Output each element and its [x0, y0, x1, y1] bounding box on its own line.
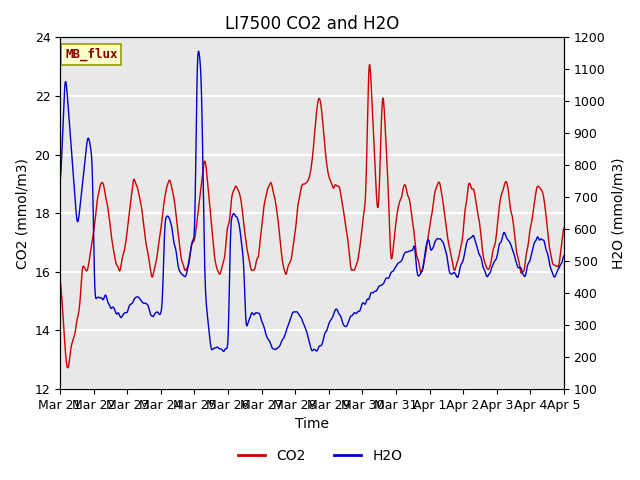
- H2O: [560, 253, 568, 259]
- H2O: [156, 312, 164, 317]
- Y-axis label: CO2 (mmol/m3): CO2 (mmol/m3): [15, 158, 29, 269]
- Text: MB_flux: MB_flux: [65, 48, 118, 61]
- H2O: [168, 227, 176, 233]
- CO2: [169, 188, 177, 194]
- CO2: [501, 180, 509, 186]
- Title: LI7500 CO2 and H2O: LI7500 CO2 and H2O: [225, 15, 399, 33]
- H2O: [456, 264, 464, 270]
- X-axis label: Time: Time: [295, 418, 329, 432]
- H2O: [220, 348, 227, 354]
- H2O: [390, 266, 398, 272]
- Y-axis label: H2O (mmol/m3): H2O (mmol/m3): [611, 157, 625, 269]
- H2O: [195, 48, 202, 54]
- CO2: [156, 230, 164, 236]
- H2O: [225, 290, 233, 296]
- CO2: [64, 365, 72, 371]
- CO2: [456, 247, 464, 253]
- CO2: [56, 279, 64, 285]
- Legend: CO2, H2O: CO2, H2O: [232, 443, 408, 468]
- CO2: [365, 62, 373, 68]
- H2O: [56, 177, 64, 182]
- Line: CO2: CO2: [60, 65, 564, 368]
- CO2: [390, 233, 398, 239]
- H2O: [501, 230, 509, 236]
- Line: H2O: H2O: [60, 51, 564, 351]
- CO2: [560, 225, 568, 231]
- CO2: [225, 221, 233, 227]
